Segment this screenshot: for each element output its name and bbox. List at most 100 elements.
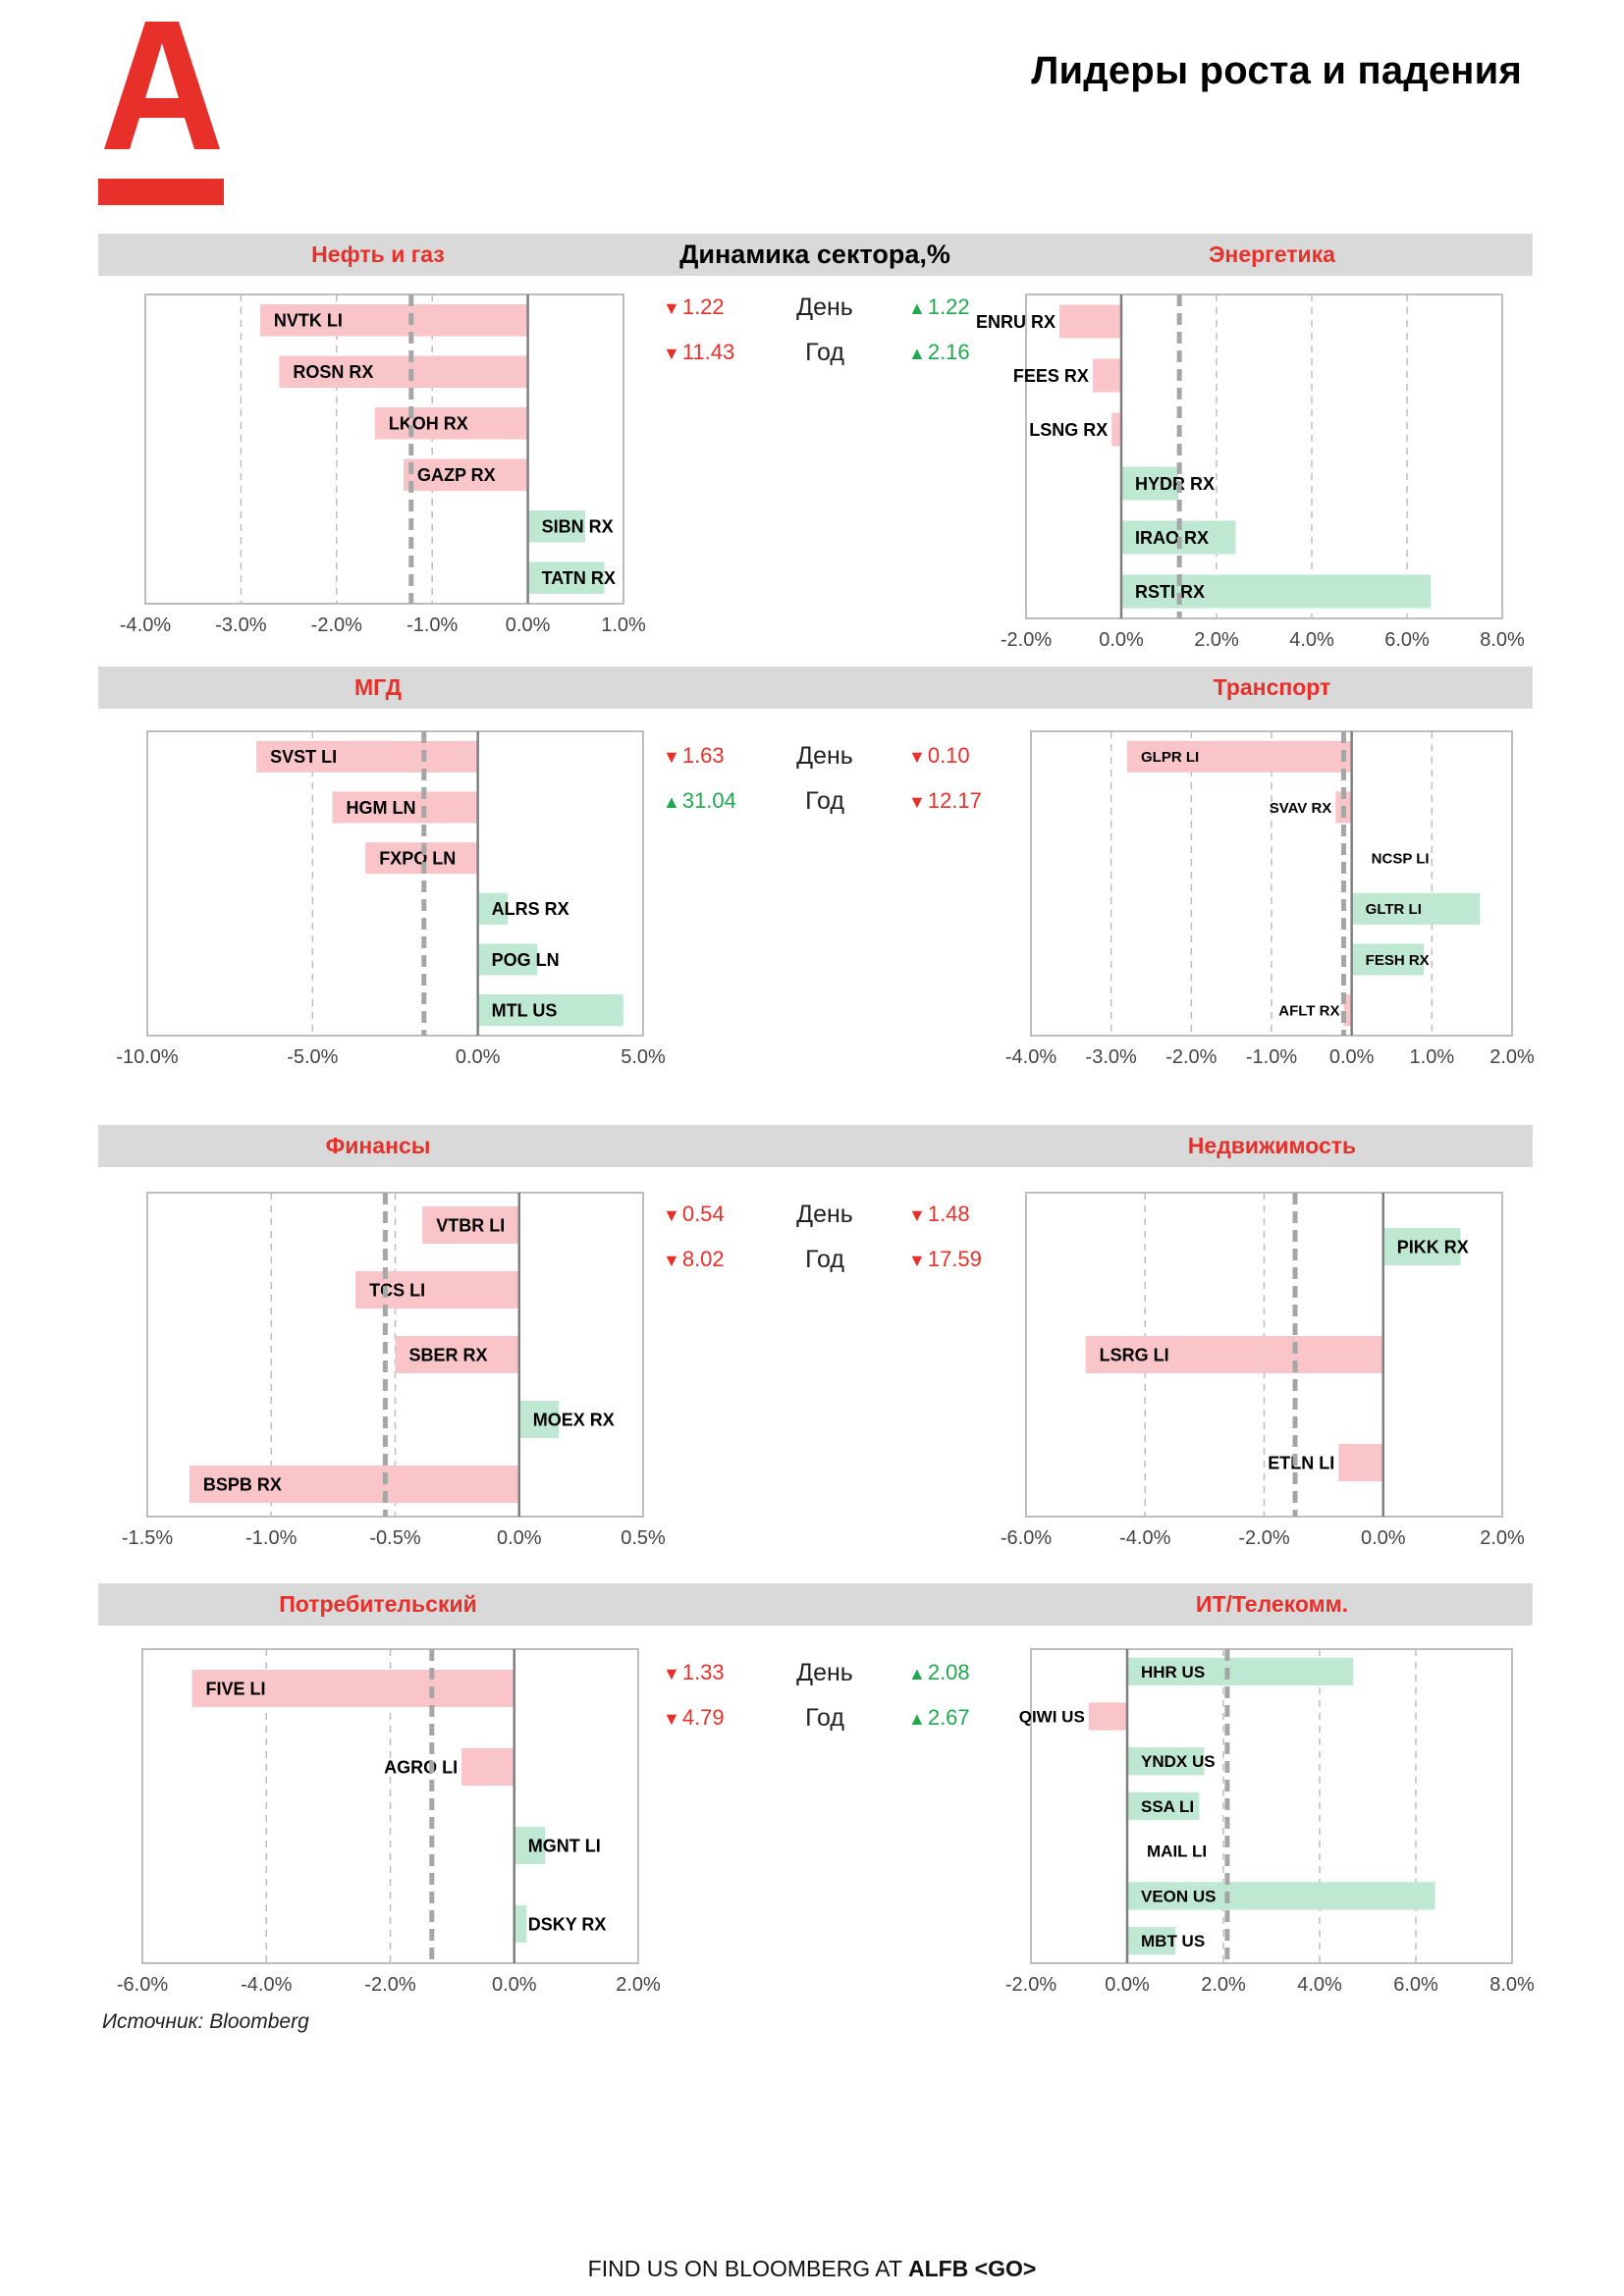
change-arrow-icon: ▼ bbox=[663, 1251, 680, 1270]
bar-label: PIKK RX bbox=[1397, 1237, 1469, 1256]
bar bbox=[1127, 740, 1352, 773]
bar-label: GLPR LI bbox=[1141, 749, 1199, 766]
bar-label: MBT US bbox=[1141, 1932, 1205, 1950]
bar-label: ROSN RX bbox=[293, 362, 373, 382]
x-tick-label: 0.0% bbox=[506, 614, 551, 636]
x-tick-label: 0.0% bbox=[492, 1974, 537, 1996]
dynamics-title: Динамика сектора,% bbox=[679, 240, 950, 269]
x-tick-label: -1.5% bbox=[122, 1527, 173, 1549]
bar bbox=[1343, 994, 1352, 1027]
right-day-change: ▼0.10 bbox=[908, 743, 970, 768]
change-arrow-icon: ▼ bbox=[663, 1664, 680, 1683]
bar bbox=[1338, 1444, 1383, 1481]
change-arrow-icon: ▲ bbox=[908, 298, 926, 318]
year-label: Год bbox=[805, 787, 844, 815]
x-tick-label: 4.0% bbox=[1297, 1974, 1342, 1996]
plot-frame bbox=[1030, 1648, 1513, 1964]
change-arrow-icon: ▼ bbox=[908, 792, 926, 812]
left-day-change: ▼1.22 bbox=[663, 294, 725, 319]
bar bbox=[332, 791, 478, 824]
bar bbox=[279, 355, 528, 389]
bar-label: GLTR LI bbox=[1366, 901, 1422, 918]
bar-label: SVST LI bbox=[270, 747, 337, 767]
x-tick-label: 6.0% bbox=[1384, 629, 1430, 651]
x-tick-label: -4.0% bbox=[1005, 1046, 1056, 1068]
x-tick-label: -10.0% bbox=[116, 1046, 179, 1068]
change-arrow-icon: ▼ bbox=[663, 747, 680, 767]
bar bbox=[395, 1336, 519, 1373]
bar bbox=[1127, 1882, 1435, 1910]
bar-label: SBER RX bbox=[409, 1345, 488, 1364]
bar bbox=[1088, 1702, 1127, 1731]
x-tick-label: -0.5% bbox=[369, 1527, 420, 1549]
left-year-change: ▲31.04 bbox=[663, 788, 736, 813]
bar bbox=[1058, 304, 1121, 339]
bar-label: TATN RX bbox=[542, 568, 616, 588]
day-label: День bbox=[796, 1201, 853, 1228]
bar-label: HHR US bbox=[1141, 1663, 1205, 1682]
bar bbox=[256, 740, 478, 773]
bar-label: LSRG LI bbox=[1100, 1345, 1169, 1364]
change-arrow-icon: ▼ bbox=[908, 747, 926, 767]
bar bbox=[1351, 943, 1425, 976]
bar-label: HGM LN bbox=[347, 798, 416, 818]
x-tick-label: 8.0% bbox=[1489, 1974, 1535, 1996]
sector-title: Транспорт bbox=[1213, 674, 1331, 700]
sector-title: Нефть и газ bbox=[311, 241, 445, 267]
x-tick-label: -3.0% bbox=[1086, 1046, 1137, 1068]
right-year-change: ▲2.67 bbox=[908, 1705, 970, 1730]
bar-label: MTL US bbox=[492, 1000, 558, 1020]
bar bbox=[1127, 1926, 1175, 1955]
x-tick-label: -5.0% bbox=[287, 1046, 338, 1068]
x-tick-label: 8.0% bbox=[1480, 629, 1525, 651]
bar-label: VEON US bbox=[1141, 1887, 1217, 1905]
bar bbox=[518, 1401, 560, 1438]
bar bbox=[1351, 892, 1481, 925]
bar-label: MOEX RX bbox=[533, 1410, 615, 1429]
left-year-change: ▼11.43 bbox=[663, 340, 735, 364]
bar bbox=[403, 458, 528, 492]
bar-label: QIWI US bbox=[1019, 1708, 1085, 1727]
bar-label: IRAO RX bbox=[1135, 528, 1209, 548]
bar-label: AGRO LI bbox=[384, 1757, 458, 1777]
bar-label: SIBN RX bbox=[542, 517, 614, 537]
bar bbox=[527, 561, 605, 595]
bar bbox=[1092, 358, 1121, 393]
change-arrow-icon: ▲ bbox=[908, 344, 926, 363]
bar bbox=[1085, 1336, 1383, 1373]
bar bbox=[477, 943, 538, 976]
bar-label: GAZP RX bbox=[417, 465, 496, 485]
bar-label: NVTK LI bbox=[274, 311, 343, 331]
right-day-change: ▲2.08 bbox=[908, 1660, 970, 1684]
x-tick-label: -2.0% bbox=[1238, 1527, 1289, 1549]
bar bbox=[477, 994, 623, 1027]
x-tick-label: 2.0% bbox=[1480, 1527, 1525, 1549]
change-arrow-icon: ▲ bbox=[908, 1664, 926, 1683]
bar-label: NCSP LI bbox=[1372, 850, 1430, 867]
plot-frame bbox=[1025, 294, 1503, 619]
bar-label: BSPB RX bbox=[203, 1474, 282, 1494]
x-tick-label: 0.0% bbox=[1361, 1527, 1406, 1549]
bar bbox=[1127, 1657, 1354, 1686]
day-label: День bbox=[796, 742, 853, 770]
section-header-row-2: МГД Транспорт bbox=[98, 667, 1533, 709]
consumer-bar-chart: -6.0% -4.0% -2.0% 0.0% 2.0% FIVE LI AGRO LI MGN… bbox=[117, 1648, 661, 1996]
left-day-change: ▼1.63 bbox=[663, 743, 725, 768]
bar bbox=[461, 1748, 514, 1786]
section-header-row-1: Нефть и газ Энергетика bbox=[98, 234, 1533, 276]
bar bbox=[1127, 1747, 1205, 1776]
x-tick-label: 1.0% bbox=[1410, 1046, 1455, 1068]
sector-title: Финансы bbox=[325, 1133, 431, 1158]
bar bbox=[374, 406, 528, 440]
it-telecom-bar-chart: -2.0% 0.0% 2.0% 4.0% 6.0% 8.0% HHR US QIWI US YN… bbox=[1005, 1648, 1535, 1996]
oil-gas-bar-chart: -4.0% -3.0% -2.0% -1.0% 0.0% 1.0% NVTK LI ROSN … bbox=[120, 294, 646, 636]
x-tick-label: -2.0% bbox=[1165, 1046, 1217, 1068]
x-tick-label: -2.0% bbox=[1005, 1974, 1056, 1996]
day-label: День bbox=[796, 294, 853, 321]
left-day-change: ▼1.33 bbox=[663, 1660, 725, 1684]
left-day-change: ▼0.54 bbox=[663, 1201, 725, 1226]
bar-label: TCS LI bbox=[369, 1280, 425, 1300]
bar bbox=[477, 892, 508, 925]
page-title: Лидеры роста и падения bbox=[1031, 49, 1522, 92]
bar-label: POG LN bbox=[492, 950, 560, 970]
